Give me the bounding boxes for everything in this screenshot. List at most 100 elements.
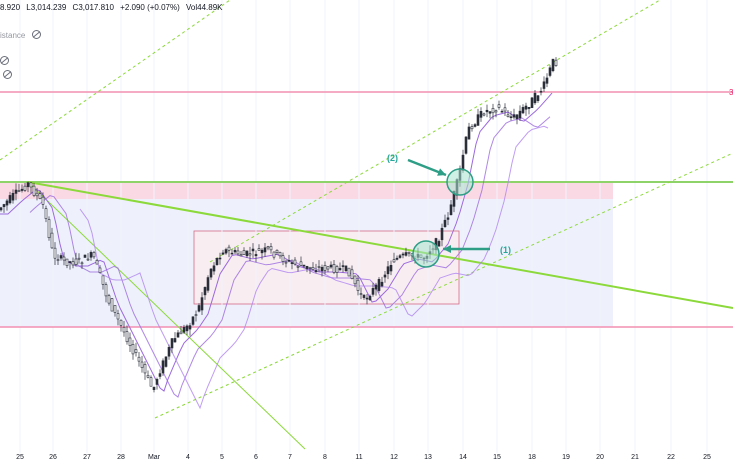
x-tick-label: 12 bbox=[390, 454, 398, 461]
candle-body bbox=[479, 111, 483, 118]
candle-body bbox=[521, 107, 525, 114]
candle-body bbox=[482, 113, 486, 116]
grid-layer bbox=[19, 0, 708, 453]
candle-body bbox=[35, 192, 39, 197]
candle-body bbox=[290, 262, 294, 264]
candle-body bbox=[539, 90, 543, 93]
candle-body bbox=[269, 246, 273, 251]
candle-body bbox=[497, 104, 501, 108]
candle-body bbox=[254, 254, 258, 257]
indicator-row-3[interactable] bbox=[0, 70, 12, 80]
x-tick-label: 14 bbox=[459, 454, 467, 461]
x-tick-label: 25 bbox=[703, 454, 711, 461]
candle-body bbox=[329, 264, 333, 268]
candle-body bbox=[98, 267, 102, 273]
candle-body bbox=[464, 136, 468, 154]
candle-body bbox=[518, 110, 522, 119]
candle-body bbox=[50, 232, 54, 249]
hide-eye-icon[interactable] bbox=[3, 70, 12, 79]
candle-body bbox=[110, 298, 114, 312]
candle-body bbox=[365, 297, 369, 300]
trendlines-layer bbox=[0, 0, 733, 450]
candle-body bbox=[164, 356, 168, 367]
candle-body bbox=[335, 266, 339, 273]
candle-body bbox=[317, 266, 321, 268]
candle-body bbox=[134, 349, 138, 353]
candle-body bbox=[293, 259, 297, 265]
candle-body bbox=[41, 196, 45, 205]
candle-body bbox=[116, 313, 120, 320]
candle-body bbox=[119, 319, 123, 326]
candle-body bbox=[56, 259, 60, 261]
ohlc-legend: 8.920 L3,014.239 C3,017.810 +2.090 (+0.0… bbox=[0, 3, 226, 12]
candle-body bbox=[92, 252, 96, 258]
candle-body bbox=[194, 314, 198, 316]
indicator-1-label: istance bbox=[0, 31, 26, 40]
candle-body bbox=[251, 248, 255, 252]
candle-body bbox=[473, 124, 477, 127]
x-tick-label: 15 bbox=[493, 454, 501, 461]
x-tick-label: 26 bbox=[49, 454, 57, 461]
candle-body bbox=[440, 227, 444, 241]
candle-body bbox=[170, 338, 174, 349]
candle-body bbox=[266, 246, 270, 249]
candle-body bbox=[545, 77, 549, 84]
candle-body bbox=[68, 261, 72, 263]
candle-body bbox=[320, 267, 324, 272]
channel-dashed-lower bbox=[154, 152, 733, 419]
candle-body bbox=[152, 386, 156, 390]
candle-body bbox=[356, 279, 360, 291]
candle-body bbox=[530, 97, 534, 108]
candle-body bbox=[245, 250, 249, 257]
candle-body bbox=[350, 269, 354, 279]
x-tick-label: 21 bbox=[631, 454, 639, 461]
candle-body bbox=[224, 249, 228, 254]
candle-body bbox=[371, 288, 375, 295]
arrow-1-head bbox=[443, 245, 451, 253]
candle-body bbox=[200, 297, 204, 311]
hide-eye-icon[interactable] bbox=[0, 56, 9, 65]
candle-body bbox=[203, 287, 207, 296]
candle-body bbox=[83, 254, 87, 258]
candle-body bbox=[20, 188, 24, 191]
candle-body bbox=[383, 274, 387, 278]
consolidation-box bbox=[193, 230, 460, 305]
x-tick-label: 18 bbox=[528, 454, 536, 461]
candle-body bbox=[548, 67, 552, 76]
candle-body bbox=[389, 265, 393, 272]
ma-fast bbox=[0, 92, 553, 392]
indicator-row-1[interactable]: istance bbox=[0, 30, 41, 40]
candle-body bbox=[113, 305, 117, 313]
candle-body bbox=[314, 270, 318, 273]
candle-body bbox=[380, 281, 384, 287]
candle-body bbox=[377, 279, 381, 291]
ohlc-high: 8.920 bbox=[0, 3, 21, 12]
candle-body bbox=[485, 109, 489, 113]
candle-body bbox=[257, 248, 261, 251]
candle-body bbox=[236, 250, 240, 255]
candle-body bbox=[326, 266, 330, 270]
zones-layer bbox=[0, 182, 613, 327]
candle-body bbox=[332, 264, 336, 273]
x-tick-label: 25 bbox=[16, 454, 24, 461]
candle-body bbox=[536, 95, 540, 101]
candle-body bbox=[488, 111, 492, 114]
candle-body bbox=[179, 331, 183, 335]
candle-body bbox=[185, 325, 189, 332]
candle-body bbox=[8, 195, 12, 204]
x-tick-label: 5 bbox=[220, 454, 224, 461]
hide-eye-icon[interactable] bbox=[31, 30, 41, 39]
candle-body bbox=[527, 107, 531, 109]
candle-body bbox=[191, 316, 195, 325]
candle-body bbox=[542, 81, 546, 89]
candle-body bbox=[467, 126, 471, 140]
candle-body bbox=[131, 344, 135, 355]
candle-body bbox=[338, 268, 342, 271]
x-tick-label: 13 bbox=[424, 454, 432, 461]
indicator-row-2[interactable] bbox=[0, 56, 9, 66]
candle-body bbox=[461, 154, 465, 171]
candle-body bbox=[437, 241, 441, 247]
candle-body bbox=[275, 249, 279, 253]
candle-body bbox=[53, 247, 57, 259]
